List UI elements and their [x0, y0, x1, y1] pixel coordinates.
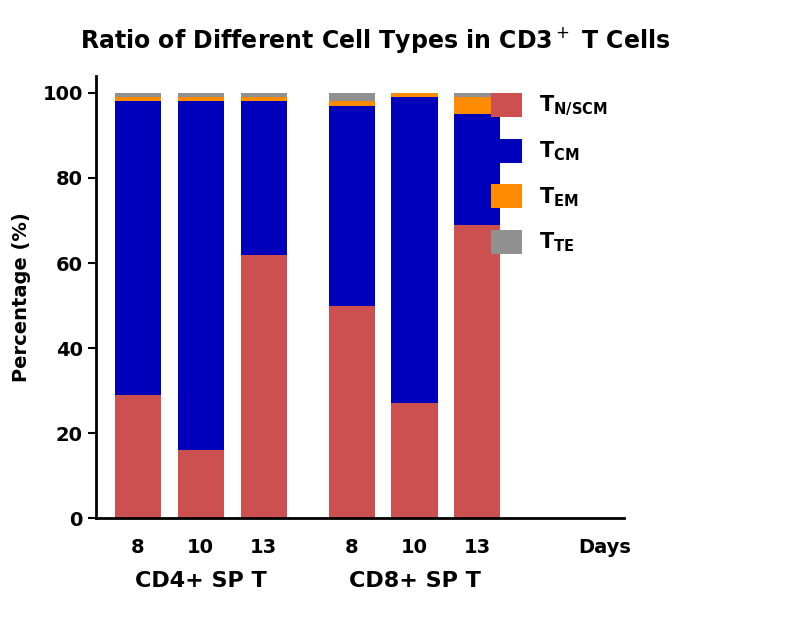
Text: 10: 10 — [187, 538, 214, 557]
Bar — [454, 225, 500, 518]
Bar — [454, 97, 500, 114]
Bar — [115, 395, 161, 518]
Text: Ratio of Different Cell Types in CD3$^+$ T Cells: Ratio of Different Cell Types in CD3$^+$… — [80, 25, 670, 55]
Bar — [241, 93, 286, 97]
Bar — [391, 93, 438, 97]
Text: 13: 13 — [250, 538, 277, 557]
Bar — [241, 97, 286, 101]
Text: CD4+ SP T: CD4+ SP T — [135, 571, 266, 591]
Bar — [115, 101, 161, 395]
Bar — [178, 450, 224, 518]
Bar — [178, 93, 224, 97]
Text: 10: 10 — [401, 538, 428, 557]
Text: CD8+ SP T: CD8+ SP T — [349, 571, 481, 591]
Bar — [178, 101, 224, 450]
Bar — [241, 101, 286, 255]
Bar — [329, 106, 374, 305]
Legend: T$_{\mathregular{N/SCM}}$, T$_{\mathregular{CM}}$, T$_{\mathregular{EM}}$, T$_{\: T$_{\mathregular{N/SCM}}$, T$_{\mathregu… — [485, 86, 614, 260]
Text: 13: 13 — [464, 538, 491, 557]
Bar — [115, 97, 161, 101]
Bar — [454, 93, 500, 97]
Bar — [329, 305, 374, 518]
Text: Days: Days — [578, 538, 630, 557]
Y-axis label: Percentage (%): Percentage (%) — [12, 212, 31, 382]
Bar — [391, 403, 438, 518]
Bar — [454, 114, 500, 225]
Text: 8: 8 — [345, 538, 358, 557]
Bar — [329, 101, 374, 106]
Bar — [391, 97, 438, 403]
Bar — [241, 255, 286, 518]
Bar — [178, 97, 224, 101]
Text: 8: 8 — [131, 538, 145, 557]
Bar — [329, 93, 374, 101]
Bar — [115, 93, 161, 97]
